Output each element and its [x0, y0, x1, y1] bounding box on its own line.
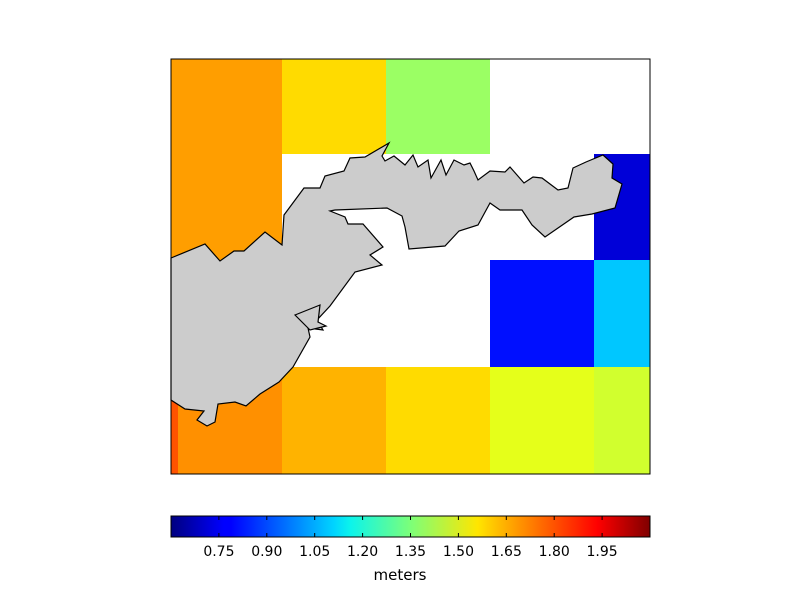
colorbar-tick-label: 1.95 — [587, 544, 618, 560]
heatmap-edge-cell — [171, 154, 178, 260]
heatmap-cell — [490, 260, 594, 367]
heatmap-cell — [178, 59, 282, 154]
colorbar-tick-label: 1.65 — [491, 544, 522, 560]
heatmap-edge-cell — [171, 367, 178, 474]
colorbar-tick-label: 0.75 — [203, 544, 234, 560]
colorbar-tick-label: 1.35 — [395, 544, 426, 560]
colorbar-ticks: 0.75 0.90 1.05 1.20 1.35 1.50 1.65 1.80 1.95 — [203, 516, 618, 560]
colorbar-label: meters — [373, 566, 427, 584]
heatmap-cell — [386, 367, 490, 474]
map-frame — [170, 58, 651, 475]
colorbar-tick-label: 1.80 — [539, 544, 570, 560]
heatmap-cell — [490, 367, 594, 474]
colorbar-tick-label: 0.90 — [251, 544, 282, 560]
heatmap-cell — [282, 367, 386, 474]
colorbar-tick-label: 1.05 — [299, 544, 330, 560]
colorbar-tick-label: 1.50 — [443, 544, 474, 560]
colorbar-tick-label: 1.20 — [347, 544, 378, 560]
heatmap-cell — [282, 59, 386, 154]
heatmap-cell — [594, 260, 650, 367]
heatmap-cell — [386, 59, 490, 154]
land-inlet-patch — [293, 304, 328, 331]
heatmap-cell — [594, 367, 650, 474]
heatmap-edge-cell — [171, 59, 178, 154]
